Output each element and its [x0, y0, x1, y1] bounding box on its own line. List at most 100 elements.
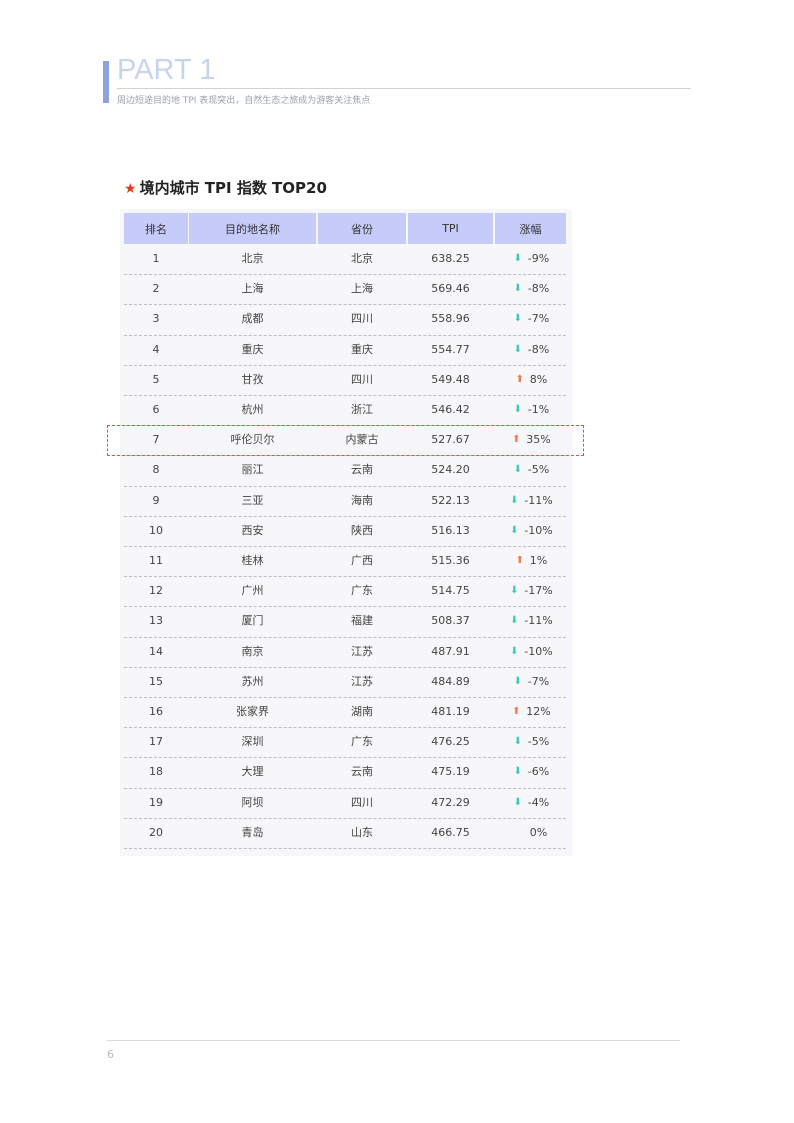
table-row: 12 广州 广东 514.75 ⬇ -17%: [124, 576, 566, 608]
cell-change: ⬇ -10%: [495, 516, 566, 546]
arrow-up-icon: ⬆: [515, 373, 524, 385]
arrow-down-icon: ⬇: [513, 766, 522, 778]
cell-tpi: 487.91: [431, 644, 470, 658]
cell-rank: 8: [152, 463, 160, 477]
cell-tpi: 516.13: [431, 523, 470, 537]
highlight-box: [107, 425, 584, 456]
table-row: 3 成都 四川 558.96 ⬇ -7%: [124, 304, 566, 336]
cell-province: 广东: [351, 584, 373, 598]
change-value: -17%: [524, 584, 553, 598]
table-row: 4 重庆 重庆 554.77 ⬇ -8%: [124, 335, 566, 366]
table-row: 14 南京 江苏 487.91 ⬇ -10%: [124, 637, 566, 668]
no-change-icon: [514, 818, 526, 848]
change-value: -8%: [527, 282, 550, 296]
part-label: PART 1: [117, 54, 216, 86]
cell-change: ⬇ -11%: [495, 606, 566, 636]
table-row: 11 桂林 广西 515.36 ⬆ 1%: [124, 546, 566, 578]
change-value: 35%: [526, 433, 551, 447]
cell-province: 山东: [351, 825, 373, 839]
cell-change: ⬆ 8%: [495, 365, 566, 395]
cell-tpi: 546.42: [431, 403, 470, 416]
cell-tpi: 472.29: [431, 795, 470, 809]
cell-rank: 9: [152, 493, 160, 507]
cell-tpi: 515.36: [431, 554, 470, 567]
cell-province: 陕西: [351, 523, 373, 537]
cell-tpi: 527.67: [431, 433, 470, 447]
cell-city: 西安: [241, 523, 264, 537]
cell-city: 甘孜: [241, 372, 264, 386]
cell-rank: 7: [152, 433, 160, 447]
cell-province: 湖南: [351, 705, 373, 718]
change-value: -5%: [527, 735, 550, 749]
cell-city: 三亚: [241, 493, 264, 507]
cell-city: 阿坝: [241, 795, 264, 809]
cell-rank: 20: [149, 825, 163, 839]
arrow-down-icon: ⬇: [513, 343, 522, 355]
cell-province: 云南: [351, 463, 373, 477]
arrow-down-icon: ⬇: [513, 675, 522, 687]
arrow-down-icon: ⬇: [513, 283, 522, 295]
table-row: 9 三亚 海南 522.13 ⬇ -11%: [124, 486, 566, 517]
cell-province: 江苏: [351, 674, 373, 688]
cell-rank: 19: [149, 795, 163, 809]
cell-city: 厦门: [241, 614, 264, 628]
change-value: -5%: [527, 463, 550, 477]
accent-bar: [103, 61, 109, 103]
cell-tpi: 522.13: [431, 493, 470, 507]
change-value: -10%: [524, 644, 553, 658]
change-value: -11%: [524, 493, 553, 507]
cell-change: ⬇ -17%: [495, 576, 566, 606]
table-row: 6 杭州 浙江 546.42 ⬇ -1%: [124, 395, 566, 427]
cell-city: 广州: [241, 584, 264, 598]
cell-tpi: 524.20: [431, 463, 470, 477]
cell-rank: 5: [152, 372, 160, 386]
arrow-down-icon: ⬇: [510, 615, 519, 627]
cell-tpi: 466.75: [431, 825, 470, 839]
column-header: TPI: [408, 213, 493, 244]
cell-city: 成都: [241, 312, 264, 326]
cell-province: 广西: [351, 554, 373, 567]
cell-rank: 14: [149, 644, 163, 658]
cell-province: 广东: [351, 735, 373, 749]
cell-city: 青岛: [241, 825, 264, 839]
cell-city: 深圳: [241, 735, 264, 749]
cell-change: ⬇ -8%: [495, 335, 566, 365]
arrow-up-icon: ⬆: [515, 555, 524, 566]
cell-rank: 3: [152, 312, 160, 326]
column-header: 排名: [124, 213, 188, 244]
arrow-up-icon: ⬆: [512, 434, 521, 446]
cell-change: ⬇ -5%: [495, 727, 566, 757]
cell-tpi: 475.19: [431, 765, 470, 779]
cell-province: 海南: [351, 493, 373, 507]
arrow-down-icon: ⬇: [513, 796, 522, 808]
table-row: 15 苏州 江苏 484.89 ⬇ -7%: [124, 667, 566, 698]
cell-rank: 12: [149, 584, 163, 598]
cell-change: ⬇ -10%: [495, 637, 566, 667]
cell-change: ⬆ 12%: [495, 697, 566, 727]
table-row: 5 甘孜 四川 549.48 ⬆ 8%: [124, 365, 566, 396]
cell-change: 0%: [495, 818, 566, 848]
cell-tpi: 508.37: [431, 614, 470, 628]
cell-tpi: 554.77: [431, 342, 470, 356]
cell-change: ⬇ -7%: [495, 667, 566, 697]
star-icon: ★: [124, 181, 137, 197]
cell-rank: 16: [149, 705, 163, 718]
table-row: 16 张家界 湖南 481.19 ⬆ 12%: [124, 697, 566, 729]
table-row: 13 厦门 福建 508.37 ⬇ -11%: [124, 606, 566, 638]
table-row: 2 上海 上海 569.46 ⬇ -8%: [124, 274, 566, 306]
column-header: 涨幅: [495, 213, 566, 244]
section-title: ★ 境内城市 TPI 指数 TOP20: [124, 177, 327, 198]
column-header: 目的地名称: [189, 213, 316, 244]
table-row: 19 阿坝 四川 472.29 ⬇ -4%: [124, 788, 566, 819]
arrow-down-icon: ⬇: [510, 645, 519, 657]
arrow-up-icon: ⬆: [512, 706, 521, 717]
change-value: -7%: [527, 312, 550, 326]
table-row: 17 深圳 广东 476.25 ⬇ -5%: [124, 727, 566, 759]
change-value: -11%: [524, 614, 553, 628]
cell-change: ⬆ 1%: [495, 546, 566, 576]
cell-change: ⬇ -7%: [495, 304, 566, 334]
cell-city: 北京: [241, 252, 264, 265]
cell-rank: 17: [149, 735, 163, 749]
tpi-table: [120, 209, 572, 856]
arrow-down-icon: ⬇: [513, 313, 522, 325]
